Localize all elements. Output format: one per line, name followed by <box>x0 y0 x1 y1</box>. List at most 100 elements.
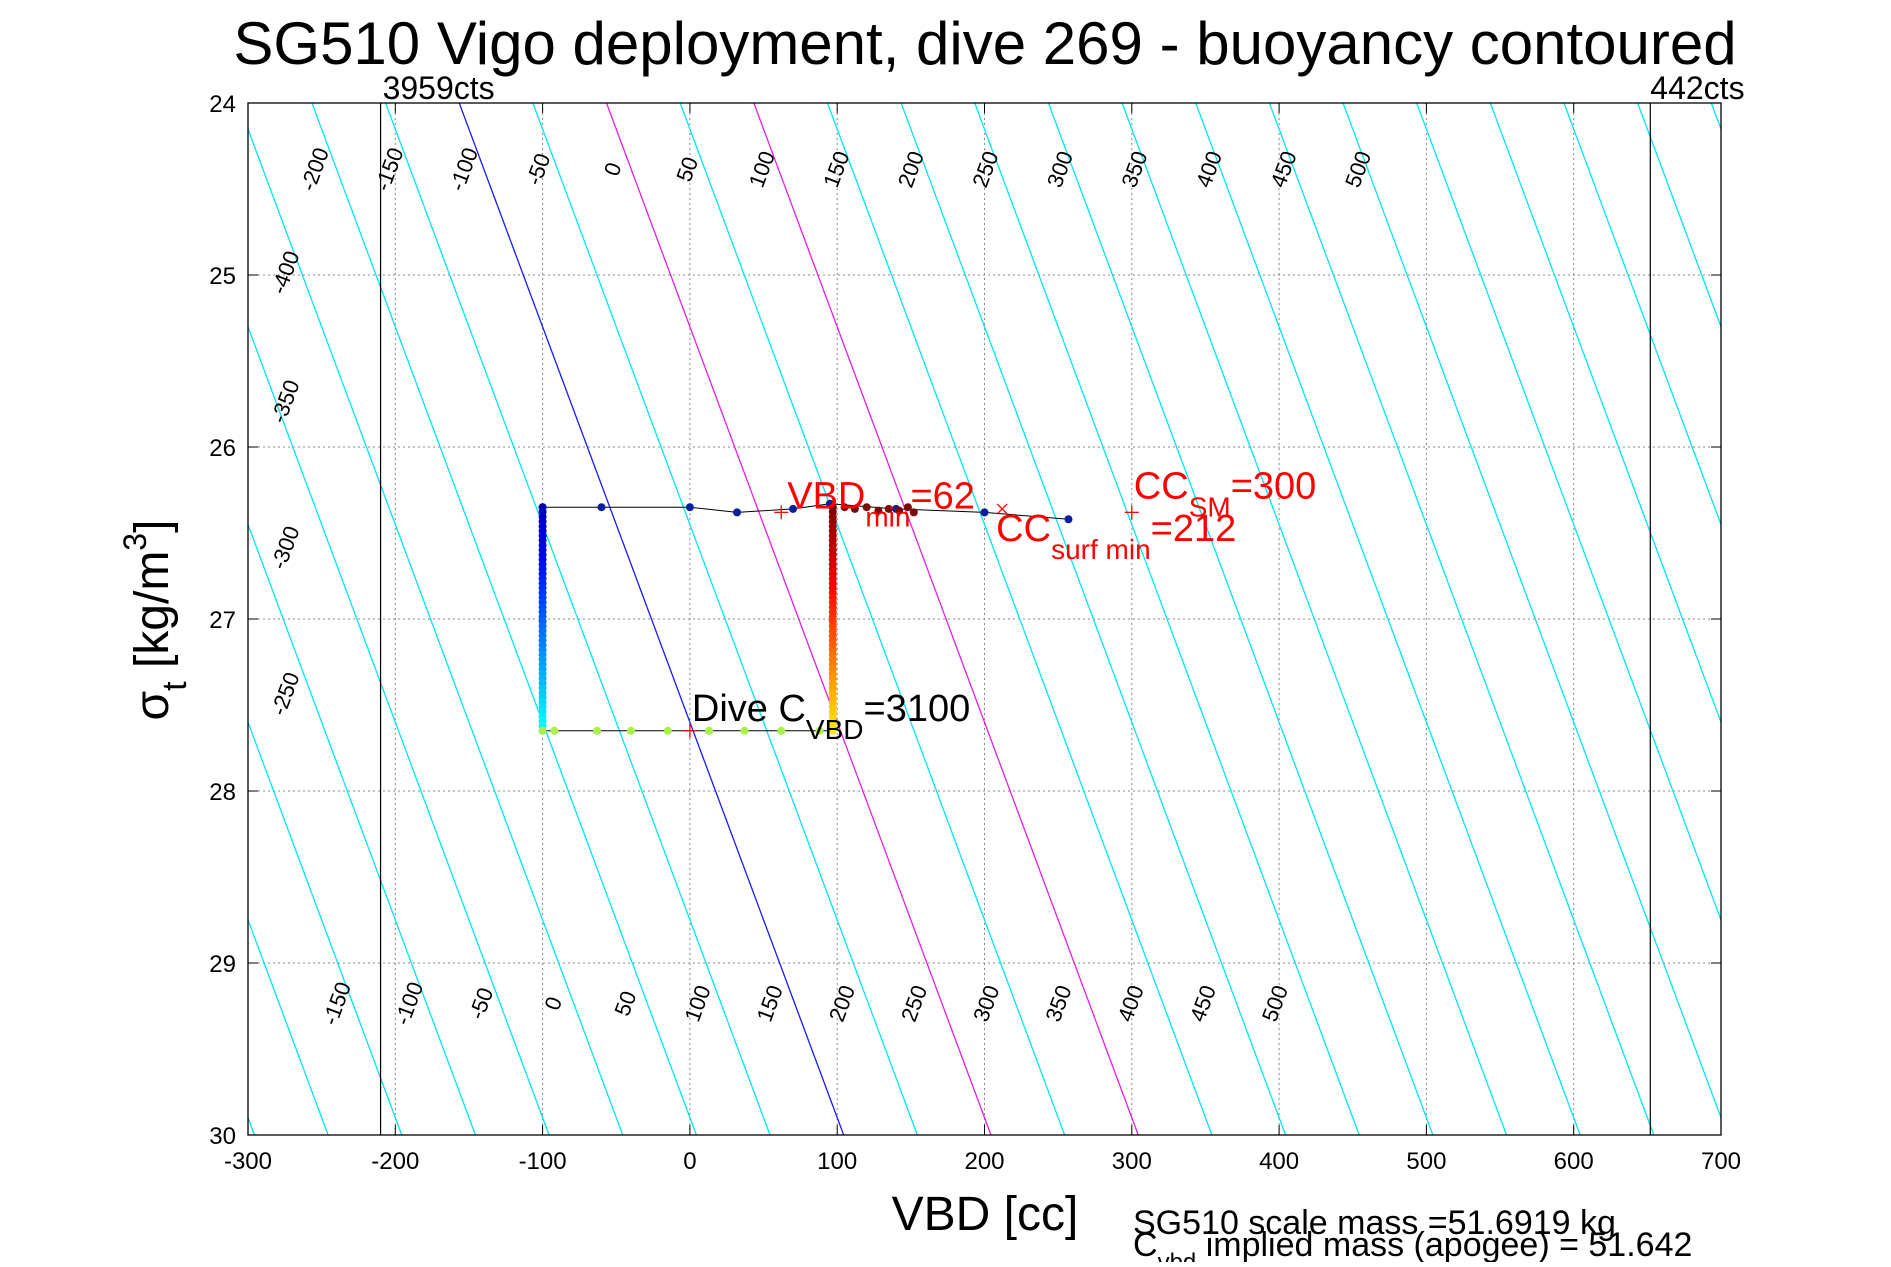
dive-point-ascent <box>828 503 837 512</box>
buoyancy-contour-cyan <box>1047 103 1434 1135</box>
dive-point-apogee <box>777 726 786 735</box>
footer-scale-mass: SG510 scale mass =51.6919 kg <box>1133 1204 1616 1242</box>
annotation-cc-surf-min-marker <box>996 503 1008 515</box>
annotation-vbd-min-value: =62 <box>910 475 974 517</box>
chart-title: SG510 Vigo deployment, dive 269 - buoyan… <box>233 10 1736 77</box>
dive-point-ascent-top <box>903 503 912 512</box>
dive-point-apogee <box>550 726 559 735</box>
annotation-dive-cvbd-sub: VBD <box>806 714 864 745</box>
contour-label-bottom: 450 <box>1185 982 1221 1025</box>
buoyancy-contour-cyan <box>311 103 697 1135</box>
contour-label-top: 250 <box>967 148 1003 191</box>
contour-label-bottom: 150 <box>752 982 788 1025</box>
contour-label-bottom: 400 <box>1113 982 1149 1025</box>
buoyancy-contour-cyan <box>1859 103 1891 1135</box>
contour-label-top: 300 <box>1042 148 1078 191</box>
dive-point-ascent-top <box>840 503 849 512</box>
annotation-cc-surf-min-main: CC <box>996 508 1051 550</box>
grid-layer <box>247 102 1722 1136</box>
contour-label-bottom: -150 <box>317 978 356 1028</box>
y-axis-label-rest: [kg/m <box>126 551 179 682</box>
contour-label-bottom: 300 <box>968 982 1004 1025</box>
y-axis-label-sup: 3 <box>117 533 153 551</box>
buoyancy-contour-cyan <box>1268 103 1655 1135</box>
x-tick-label: 100 <box>817 1148 857 1175</box>
annotation-cc-surf-min-label: CCsurf min=212 <box>996 508 1236 565</box>
x-tick-label: 200 <box>964 1148 1004 1175</box>
contour-label-bottom: -50 <box>464 984 499 1023</box>
x-axis-label: VBD [cc] <box>892 1188 1079 1241</box>
contour-label-top: 450 <box>1265 148 1301 191</box>
buoyancy-contour-cyan <box>1121 103 1508 1135</box>
footer-implied-rest: implied mass (apogee) = 51.642 <box>1196 1226 1692 1262</box>
dive-point-apogee <box>705 726 714 735</box>
dive-point-apogee <box>593 726 602 735</box>
dive-point-surface <box>789 504 798 513</box>
annotation-vbd-min-sub: min <box>865 501 910 532</box>
buoyancy-contour-cyan <box>1342 103 1721 1120</box>
tick-layer: -300 -200 -100 0 100 200 300 400 500 600 700242526… <box>209 91 1741 1175</box>
x-tick-label: 300 <box>1112 1148 1152 1175</box>
buoyancy-contour-cyan <box>1563 103 1721 527</box>
annotation-cc-sm-sub: SM <box>1189 491 1231 522</box>
annotation-vbd-min-main: VBD <box>787 475 865 517</box>
buoyancy-contour-magenta <box>605 103 992 1135</box>
annotation-cc-surf-min-sub: surf min <box>1051 534 1151 565</box>
dive-point-apogee <box>538 726 547 735</box>
dive-point-surface <box>1064 515 1073 524</box>
counts-layer: 3959cts 442cts <box>379 70 1745 1135</box>
dive-point-surface <box>685 503 694 512</box>
contour-label-top: 150 <box>818 148 854 191</box>
x-tick-label: -100 <box>519 1148 567 1175</box>
x-tick-label: 600 <box>1554 1148 1594 1175</box>
contour-label-bottom: 100 <box>679 982 715 1025</box>
annotation-dive-cvbd-main: Dive C <box>692 688 806 730</box>
contour-label-bottom: 250 <box>896 982 932 1025</box>
contour-label-top: 500 <box>1340 148 1376 191</box>
dive-point-ascent-top <box>874 506 883 515</box>
buoyancy-contour-magenta <box>753 103 1139 1135</box>
y-axis-label-close: ] <box>126 520 179 533</box>
dive-point-apogee <box>815 726 824 735</box>
buoyancy-contour-blue <box>458 103 845 1135</box>
contour-label-top: -150 <box>370 144 409 194</box>
dive-point-ascent-top <box>895 506 904 515</box>
y-tick-label: 26 <box>209 435 236 462</box>
contour-label-bottom: 350 <box>1040 982 1076 1025</box>
y-tick-label: 27 <box>209 607 236 634</box>
dive-point-ascent-top <box>850 504 859 513</box>
dive-point-apogee <box>663 726 672 735</box>
contour-label-top: 100 <box>744 148 780 191</box>
y-axis-label-sub: t <box>156 681 194 691</box>
buoyancy-contour-cyan <box>826 103 1213 1135</box>
contour-label-top: -200 <box>295 144 334 194</box>
annotation-vbd-min-label: VBDmin=62 <box>787 475 975 532</box>
buoyancy-contour-cyan <box>384 103 771 1135</box>
y-tick-label: 28 <box>209 779 236 806</box>
x-tick-label: -200 <box>371 1148 419 1175</box>
footer-implied-sub: vbd <box>1158 1249 1197 1262</box>
buoyancy-contour-cyan <box>248 918 329 1135</box>
y-axis-label-main: σ <box>126 691 179 721</box>
counts-label: 3959cts <box>383 70 495 106</box>
buoyancy-contour-cyan <box>1195 103 1581 1135</box>
buoyancy-contour-cyan <box>1785 103 1891 1135</box>
y-axis-label: σt [kg/m3] <box>117 520 194 721</box>
y-tick-label: 30 <box>209 1123 236 1150</box>
contour-label-bottom: 500 <box>1257 982 1293 1025</box>
contour-layer <box>248 103 1891 1135</box>
y-tick-label: 24 <box>209 91 236 118</box>
buoyancy-contour-cyan <box>248 720 403 1135</box>
contour-label-top: -300 <box>266 523 305 573</box>
buoyancy-contour-cyan <box>679 103 1066 1135</box>
buoyancy-contour-cyan <box>248 324 550 1135</box>
contour-label-bottom: 200 <box>824 982 860 1025</box>
contour-label-top: 200 <box>893 148 929 191</box>
dive-point-apogee <box>740 726 749 735</box>
dive-point-ascent-top <box>909 508 918 517</box>
contour-label-top: 400 <box>1191 148 1227 191</box>
x-tick-label: 0 <box>683 1148 696 1175</box>
buoyancy-contour-cyan <box>974 103 1360 1135</box>
